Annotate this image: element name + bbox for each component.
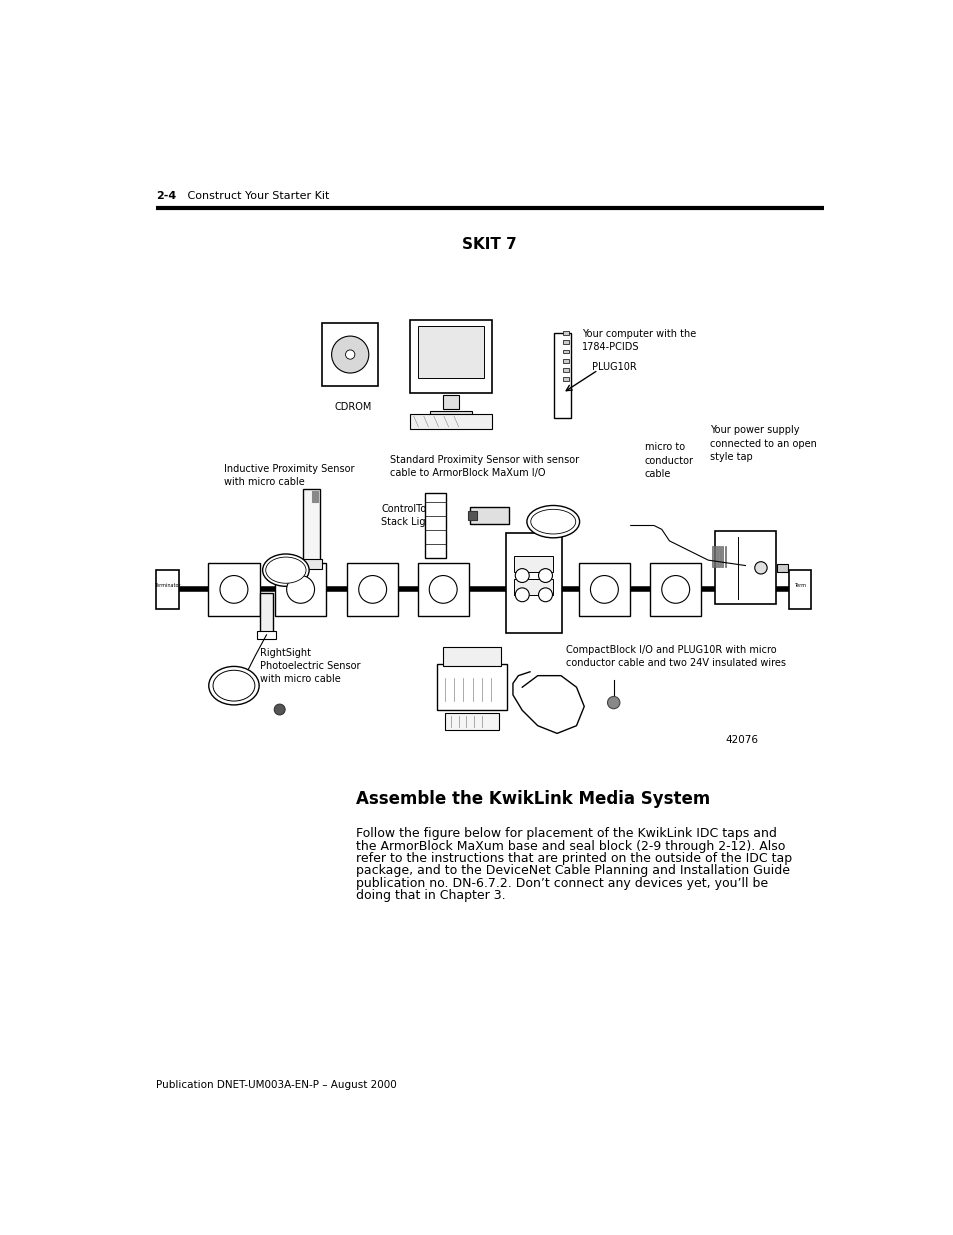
Text: Terminator: Terminator bbox=[153, 583, 180, 588]
Bar bbox=[257, 631, 275, 638]
Ellipse shape bbox=[213, 671, 254, 701]
Ellipse shape bbox=[526, 505, 579, 537]
Bar bbox=[562, 341, 568, 345]
Bar bbox=[562, 377, 568, 382]
Bar bbox=[274, 563, 326, 615]
Bar bbox=[578, 563, 629, 615]
Text: publication no. DN-6.7.2. Don’t connect any devices yet, you’ll be: publication no. DN-6.7.2. Don’t connect … bbox=[355, 877, 767, 889]
Circle shape bbox=[537, 568, 552, 583]
Bar bbox=[514, 556, 553, 572]
Circle shape bbox=[754, 562, 766, 574]
Text: Assemble the KwikLink Media System: Assemble the KwikLink Media System bbox=[355, 789, 709, 808]
Text: PLUG10R: PLUG10R bbox=[592, 362, 636, 372]
Bar bbox=[300, 558, 322, 569]
Circle shape bbox=[590, 576, 618, 603]
Text: 42076: 42076 bbox=[724, 735, 758, 745]
Bar bbox=[562, 359, 568, 363]
Text: ControlTower
Stack Light: ControlTower Stack Light bbox=[381, 504, 444, 527]
Bar bbox=[718, 546, 720, 567]
Bar bbox=[347, 563, 397, 615]
Bar bbox=[442, 647, 500, 666]
Bar bbox=[711, 546, 713, 567]
Bar bbox=[777, 564, 787, 572]
Circle shape bbox=[515, 588, 529, 601]
Text: refer to the instructions that are printed on the outside of the IDC tap: refer to the instructions that are print… bbox=[355, 852, 791, 864]
Bar bbox=[443, 395, 458, 409]
Text: RightSight
Photoelectric Sensor
with micro cable: RightSight Photoelectric Sensor with mic… bbox=[260, 648, 360, 684]
Circle shape bbox=[661, 576, 689, 603]
Ellipse shape bbox=[209, 667, 259, 705]
Bar bbox=[554, 333, 571, 417]
Bar bbox=[720, 546, 722, 567]
Text: doing that in Chapter 3.: doing that in Chapter 3. bbox=[355, 889, 505, 902]
Bar bbox=[155, 571, 179, 609]
Bar bbox=[259, 593, 274, 635]
Bar bbox=[562, 350, 568, 353]
Bar bbox=[715, 531, 775, 604]
Circle shape bbox=[286, 576, 314, 603]
Bar bbox=[468, 511, 476, 520]
Text: Inductive Proximity Sensor
with micro cable: Inductive Proximity Sensor with micro ca… bbox=[224, 464, 354, 487]
Text: Follow the figure below for placement of the KwikLink IDC taps and: Follow the figure below for placement of… bbox=[355, 827, 776, 840]
Bar bbox=[723, 546, 725, 567]
Text: CompactBlock I/O and PLUG10R with micro
conductor cable and two 24V insulated wi: CompactBlock I/O and PLUG10R with micro … bbox=[566, 645, 785, 668]
Text: Your computer with the
1784-PCIDS: Your computer with the 1784-PCIDS bbox=[581, 330, 696, 352]
Circle shape bbox=[429, 576, 456, 603]
Text: Publication DNET-UM003A-EN-P – August 2000: Publication DNET-UM003A-EN-P – August 20… bbox=[156, 1079, 396, 1091]
Text: Construct Your Starter Kit: Construct Your Starter Kit bbox=[171, 190, 330, 200]
Bar bbox=[505, 534, 561, 634]
Circle shape bbox=[358, 576, 386, 603]
Text: Term: Term bbox=[793, 583, 805, 588]
Circle shape bbox=[332, 336, 369, 373]
Text: CDROM: CDROM bbox=[335, 403, 372, 412]
Ellipse shape bbox=[262, 555, 309, 587]
Bar bbox=[514, 579, 553, 595]
Bar bbox=[424, 493, 446, 558]
Text: package, and to the DeviceNet Cable Planning and Installation Guide: package, and to the DeviceNet Cable Plan… bbox=[355, 864, 789, 877]
Bar bbox=[444, 714, 498, 730]
Bar bbox=[788, 571, 810, 609]
Bar bbox=[562, 368, 568, 372]
Bar bbox=[417, 563, 468, 615]
Bar bbox=[436, 664, 506, 710]
Bar bbox=[562, 331, 568, 335]
Bar bbox=[208, 563, 259, 615]
Text: micro to
conductor
cable: micro to conductor cable bbox=[644, 442, 693, 479]
Ellipse shape bbox=[266, 557, 306, 583]
Bar bbox=[429, 411, 472, 417]
Bar bbox=[470, 508, 509, 524]
Text: the ArmorBlock MaXum base and seal block (2-9 through 2-12). Also: the ArmorBlock MaXum base and seal block… bbox=[355, 840, 784, 852]
Bar bbox=[322, 324, 377, 387]
Ellipse shape bbox=[530, 509, 575, 534]
Text: SKIT 7: SKIT 7 bbox=[461, 237, 516, 252]
Text: 2-4: 2-4 bbox=[156, 190, 176, 200]
Bar bbox=[303, 489, 319, 562]
Circle shape bbox=[537, 588, 552, 601]
Bar bbox=[410, 414, 491, 430]
Bar bbox=[417, 326, 483, 378]
Bar bbox=[715, 546, 716, 567]
Text: Standard Proximity Sensor with sensor
cable to ArmorBlock MaXum I/O: Standard Proximity Sensor with sensor ca… bbox=[390, 454, 579, 478]
Text: Your power supply
connected to an open
style tap: Your power supply connected to an open s… bbox=[709, 425, 816, 462]
Circle shape bbox=[607, 697, 619, 709]
Bar bbox=[410, 320, 491, 393]
Circle shape bbox=[345, 350, 355, 359]
Circle shape bbox=[274, 704, 285, 715]
Bar bbox=[312, 490, 318, 501]
Bar bbox=[649, 563, 700, 615]
Circle shape bbox=[515, 568, 529, 583]
Circle shape bbox=[220, 576, 248, 603]
